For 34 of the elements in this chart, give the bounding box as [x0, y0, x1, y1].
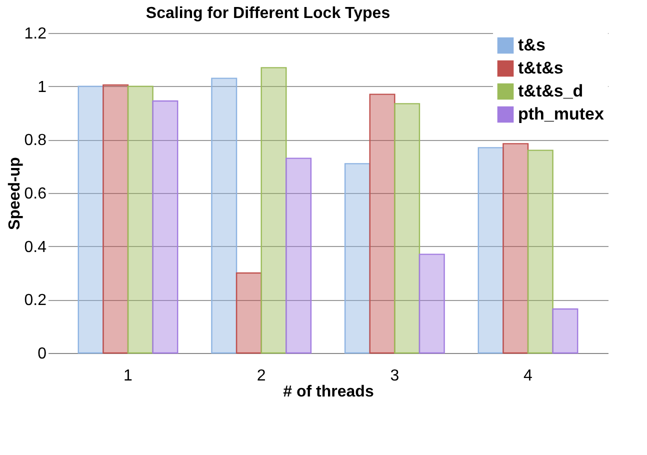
x-tick-label: 1 — [124, 368, 133, 384]
bar — [78, 86, 104, 354]
bar — [418, 254, 445, 354]
bar — [260, 67, 287, 354]
bar — [344, 163, 370, 354]
bar — [394, 103, 420, 354]
y-tick-label: 0 — [38, 346, 47, 362]
legend-label: pth_mutex — [518, 104, 604, 124]
y-tick-label: 0.4 — [24, 238, 47, 256]
y-tick-label: 0.2 — [24, 292, 47, 310]
bar — [502, 143, 529, 354]
legend-label: t&t&s — [518, 58, 564, 78]
y-tick-label: 1 — [38, 78, 47, 96]
x-tick-label: 2 — [256, 368, 266, 384]
x-axis-title: # of threads — [283, 384, 374, 400]
bar — [211, 78, 238, 354]
y-axis-title: Speed-up — [6, 156, 24, 230]
chart-title: Scaling for Different Lock Types — [146, 5, 390, 22]
bar — [478, 147, 504, 354]
bar — [127, 86, 154, 354]
bar — [286, 158, 312, 354]
bar — [152, 100, 178, 354]
bar — [236, 272, 262, 354]
x-tick-label: 3 — [390, 368, 400, 384]
y-tick-label: 0.8 — [24, 132, 47, 150]
bar — [102, 84, 129, 354]
bar — [552, 308, 578, 354]
x-tick-label: 4 — [524, 368, 533, 384]
y-tick-label: 0.6 — [24, 186, 47, 202]
legend-label: t&s — [518, 36, 546, 54]
bar — [369, 94, 396, 354]
bar — [527, 150, 554, 354]
legend-label: t&t&s_d — [518, 82, 584, 100]
y-tick-label: 1.2 — [24, 26, 47, 42]
